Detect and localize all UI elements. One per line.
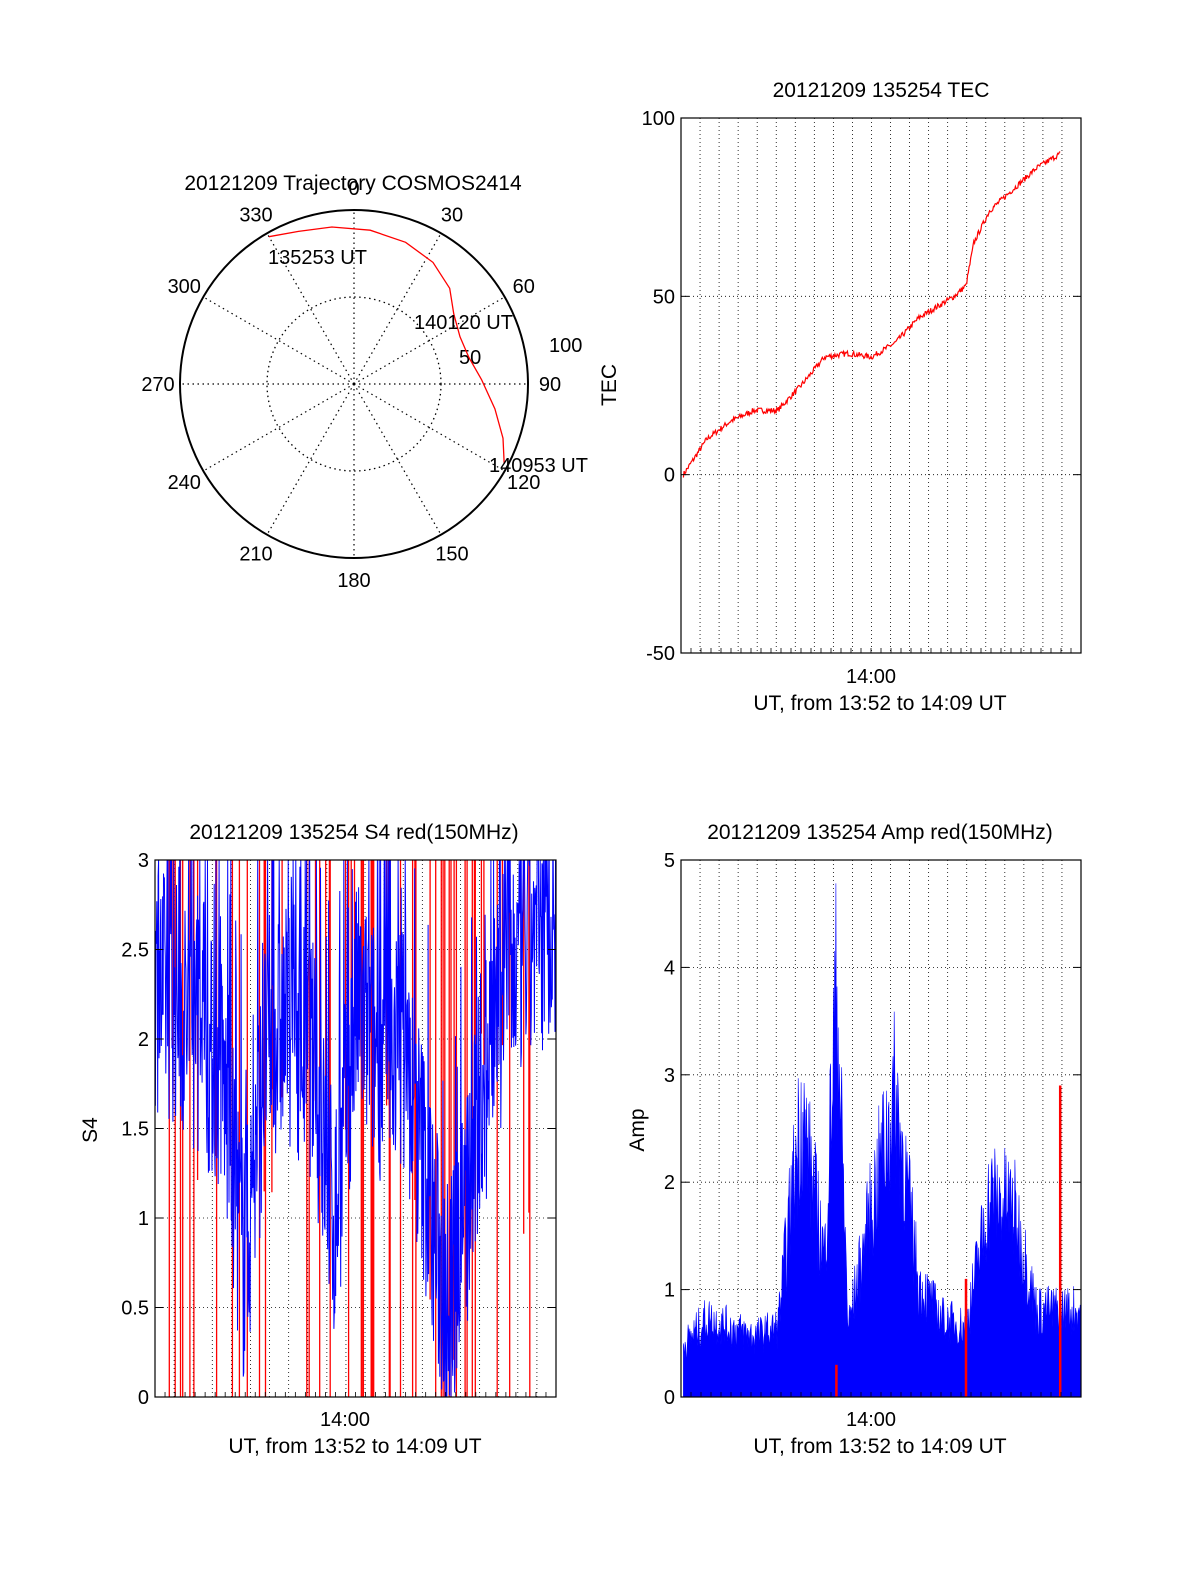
polar-angle-label-180: 180 (337, 570, 370, 592)
amp-ticks: 0 1 2 3 4 5 (664, 850, 1081, 1409)
polar-angle-label-150: 150 (435, 544, 468, 566)
polar-spoke-240 (203, 383, 355, 472)
amp-panel: 20121209 135254 Amp red(150MHz) 0 1 2 3 4 5 1… (626, 821, 1082, 1458)
amp-ytick-label-5: 5 (664, 850, 675, 872)
polar-angle-label-60: 60 (513, 276, 535, 298)
trajectory-line (268, 226, 505, 464)
trajectory-start-label: 135253 UT (268, 247, 367, 269)
amp-ytick-label-1: 1 (664, 1280, 675, 1302)
radial-tick-100: 100 (549, 335, 582, 357)
amp-ytick-label-2: 2 (664, 1172, 675, 1194)
s4-ytick-label-3: 3 (138, 850, 149, 872)
tec-series-line (682, 151, 1061, 478)
tec-ticks: -50 0 50 100 (642, 108, 1081, 665)
polar-spoke-330 (266, 233, 355, 385)
polar-angle-label-120: 120 (507, 472, 540, 494)
s4-xtick-1400: 14:00 (320, 1409, 370, 1431)
s4-ytick-label-0: 0 (138, 1387, 149, 1409)
tec-ytick-label-50: 50 (653, 286, 675, 308)
polar-spoke-150 (353, 383, 442, 535)
tec-grid (681, 118, 1081, 653)
polar-angle-label-270: 270 (141, 374, 174, 396)
polar-angle-label-300: 300 (168, 276, 201, 298)
amp-ytick-label-4: 4 (664, 957, 675, 979)
polar-spoke-30 (353, 233, 442, 385)
polar-outer-ring (179, 209, 529, 559)
tec-xtick-1400: 14:00 (846, 666, 896, 688)
amp-ytick-label-0: 0 (664, 1387, 675, 1409)
trajectory-end-label: 140953 UT (489, 455, 588, 477)
polar-inner-ring (266, 296, 442, 472)
polar-angle-labels: 0 30 60 90 120 150 180 210 240 270 300 330 (141, 178, 561, 592)
s4-panel: 20121209 135254 S4 red(150MHz) 0 0.5 1 1.5 2… (79, 821, 557, 1458)
polar-spoke-210 (266, 383, 355, 535)
amp-ylabel: Amp (626, 1108, 649, 1151)
tec-panel: 20121209 135254 TEC -50 0 50 100 14:00 UT, … (598, 79, 1082, 715)
polar-spoke-120 (353, 383, 505, 472)
amp-red-series (835, 1085, 1062, 1397)
polar-angle-label-240: 240 (168, 472, 201, 494)
amp-title: 20121209 135254 Amp red(150MHz) (707, 821, 1053, 844)
polar-angle-label-0: 0 (348, 178, 359, 200)
polar-spoke-300 (203, 296, 355, 385)
trajectory-title: 20121209 Trajectory COSMOS2414 (184, 172, 522, 195)
trajectory-mid-label: 140120 UT (414, 312, 513, 334)
s4-blue-series-line (154, 859, 557, 1398)
s4-ytick-label-2: 2 (138, 1029, 149, 1051)
s4-ytick-label-1.5: 1.5 (121, 1119, 149, 1141)
tec-ytick-label-0: 0 (664, 465, 675, 487)
tec-ytick-label--50: -50 (646, 643, 675, 665)
s4-xlabel: UT, from 13:52 to 14:09 UT (228, 1435, 481, 1458)
tec-ytick-label-100: 100 (642, 108, 675, 130)
s4-ylabel: S4 (79, 1117, 102, 1143)
tec-title: 20121209 135254 TEC (773, 79, 990, 102)
amp-ytick-label-3: 3 (664, 1065, 675, 1087)
amp-blue-series (683, 883, 1082, 1398)
s4-ytick-label-0.5: 0.5 (121, 1298, 149, 1320)
trajectory-panel: 20121209 Trajectory COSMOS2414 0 30 60 90 12… (141, 172, 588, 592)
polar-angle-label-210: 210 (239, 544, 272, 566)
tec-plot-frame (680, 117, 1082, 654)
s4-ticks: 0 0.5 1 1.5 2 2.5 3 (121, 850, 556, 1409)
s4-title: 20121209 135254 S4 red(150MHz) (189, 821, 518, 844)
polar-angle-label-330: 330 (239, 204, 272, 226)
polar-angle-label-90: 90 (539, 374, 561, 396)
s4-ytick-label-2.5: 2.5 (121, 940, 149, 962)
polar-angle-label-30: 30 (441, 204, 463, 226)
amp-xtick-1400: 14:00 (846, 1409, 896, 1431)
tec-ylabel: TEC (598, 364, 621, 406)
s4-ytick-label-1: 1 (138, 1208, 149, 1230)
radial-tick-50: 50 (459, 347, 481, 369)
polar-spoke-60 (353, 296, 505, 385)
tec-xlabel: UT, from 13:52 to 14:09 UT (753, 692, 1006, 715)
amp-xlabel: UT, from 13:52 to 14:09 UT (753, 1435, 1006, 1458)
